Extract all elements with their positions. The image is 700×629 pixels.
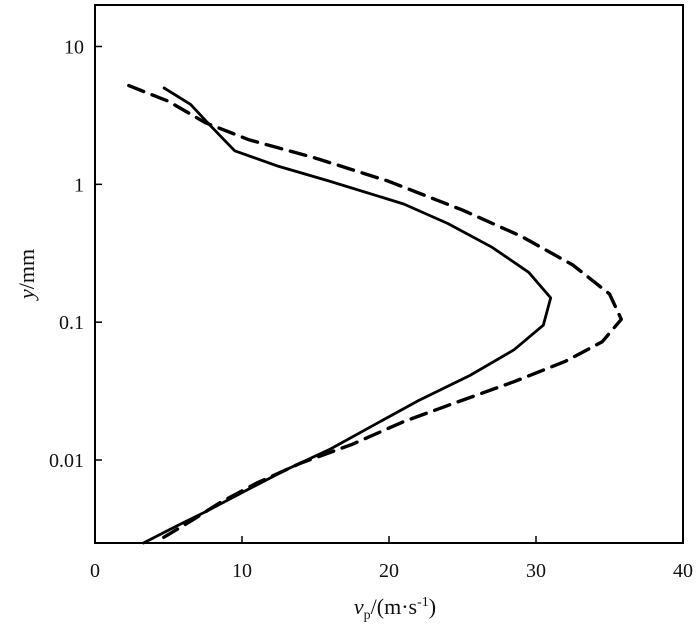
y-axis-var: y bbox=[14, 289, 39, 301]
plot-frame bbox=[94, 4, 684, 544]
series-line-solid bbox=[142, 86, 553, 545]
series-line-dashed bbox=[127, 83, 623, 543]
y-axis-unit: /mm bbox=[14, 249, 39, 289]
y-tick-label: 10 bbox=[64, 36, 84, 58]
x-axis-title: vp/(m·s-1) bbox=[354, 594, 436, 623]
x-tick-label: 10 bbox=[232, 560, 252, 582]
series-group bbox=[127, 83, 623, 545]
y-tick-label: 0.1 bbox=[59, 312, 84, 334]
x-axis-unit: /(m·s bbox=[371, 594, 417, 619]
y-tick-label: 1 bbox=[74, 174, 84, 196]
y-tick-label: 0.01 bbox=[49, 450, 84, 472]
x-tick-label: 40 bbox=[673, 560, 693, 582]
x-tick-label: 30 bbox=[526, 560, 546, 582]
y-axis-title: y/mm bbox=[14, 249, 39, 301]
x-axis-var: v bbox=[354, 594, 364, 619]
x-tick-label: 0 bbox=[90, 560, 100, 582]
x-axis-var-sub: p bbox=[364, 608, 371, 623]
axis-ticks: 0 10 20 30 40 10 1 0.1 0.01 bbox=[49, 36, 693, 582]
x-axis-unit-sup: -1 bbox=[417, 595, 429, 610]
x-tick-label: 20 bbox=[379, 560, 399, 582]
x-axis-unit-close: ) bbox=[429, 594, 436, 619]
